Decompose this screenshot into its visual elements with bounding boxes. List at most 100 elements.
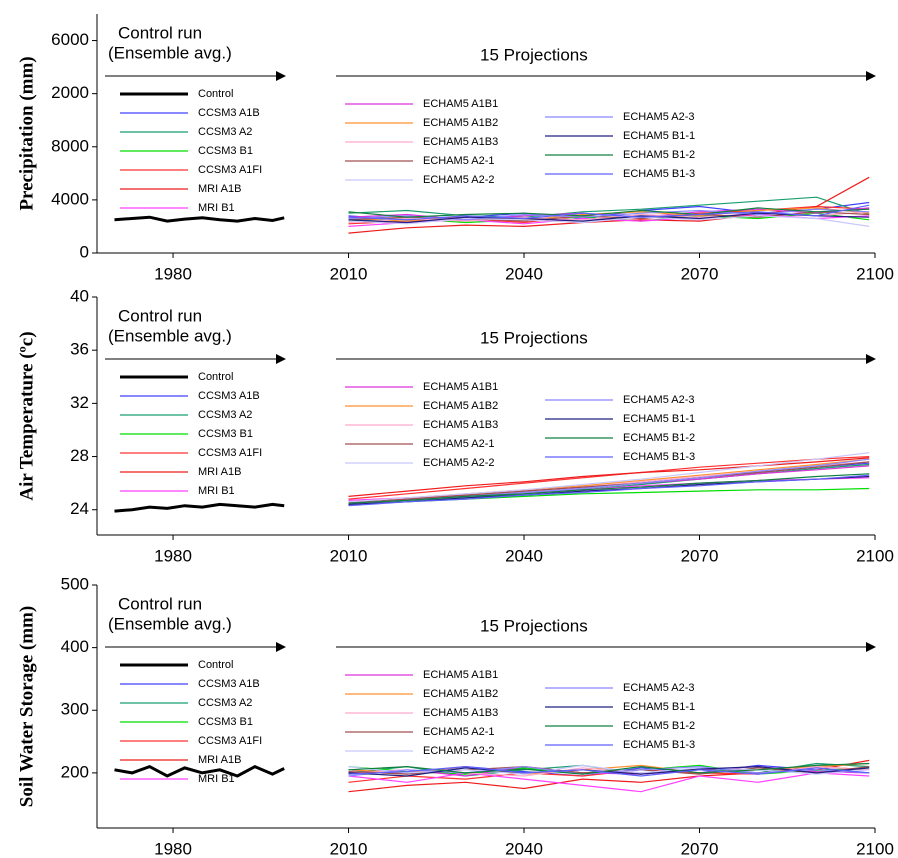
legend-label: ECHAM5 B1-2 [623,720,695,732]
legend-label: ECHAM5 A2-2 [423,457,495,469]
series-line [348,452,870,503]
legend-label: CCSM3 A1B [198,678,260,690]
x-tick-label: 2010 [330,264,368,283]
legend-label: ECHAM5 A2-3 [623,394,695,406]
series-line [114,215,285,223]
legend-label: ECHAM5 B1-2 [623,149,695,161]
annotation: (Ensemble avg.) [108,614,232,633]
legend-label: CCSM3 B1 [198,145,253,157]
annotation: (Ensemble avg.) [108,326,232,345]
legend-label: CCSM3 A1B [198,390,260,402]
series-line [348,765,870,777]
y-axis-label: Soil Water Storage (mm) [16,606,37,807]
legend-label: CCSM3 B1 [198,428,253,440]
legend-label: ECHAM5 B1-2 [623,432,695,444]
series-line [348,461,870,504]
legend-label: ECHAM5 A2-1 [423,726,495,738]
series-line [348,207,870,218]
y-axis-label: Precipitation (mm) [16,56,37,210]
series-line [348,772,870,793]
series-line [348,765,870,777]
legend-label: ECHAM5 A1B1 [423,669,498,681]
y-tick-label: 200 [61,762,89,781]
legend-label: ECHAM5 A2-3 [623,111,695,123]
annotation: Control run [118,306,202,325]
series-line [348,215,870,227]
legend-label: ECHAM5 B1-3 [623,168,695,180]
x-tick-label: 2010 [330,546,368,565]
legend-label: ECHAM5 B1-3 [623,739,695,751]
y-tick-label: 500 [61,574,89,593]
annotation: Control run [118,23,202,42]
x-tick-label: 1980 [154,546,192,565]
legend-label: Control [198,659,233,671]
series-line [348,204,870,221]
legend-label: MRI B1 [198,202,235,214]
x-tick-label: 1980 [154,839,192,858]
x-tick-label: 1980 [154,264,192,283]
series-line [348,474,870,507]
series-line [348,463,870,503]
legend-label: ECHAM5 A2-2 [423,745,495,757]
legend-label: ECHAM5 A2-2 [423,174,495,186]
legend-label: ECHAM5 A2-1 [423,438,495,450]
legend-label: CCSM3 A1FI [198,735,262,747]
x-tick-label: 2040 [505,839,543,858]
series-line [348,176,870,234]
legend-label: CCSM3 A2 [198,409,252,421]
y-tick-label: 28 [70,446,89,465]
legend-label: ECHAM5 A1B2 [423,117,498,129]
series-line [348,456,870,500]
legend-label: ECHAM5 A1B1 [423,381,498,393]
series-line [348,196,870,218]
x-tick-label: 2100 [856,264,894,283]
series-line [348,477,870,501]
legend-label: ECHAM5 A1B2 [423,400,498,412]
legend-label: CCSM3 A2 [198,126,252,138]
y-tick-label: 40 [70,286,89,305]
legend-label: ECHAM5 A1B3 [423,707,498,719]
legend-label: CCSM3 A1FI [198,164,262,176]
series-line [348,759,870,793]
series-line [348,212,870,224]
series-line [114,502,285,513]
series-line [348,212,870,224]
series-line [348,473,870,504]
y-tick-label: 300 [61,700,89,719]
legend-label: Control [198,88,233,100]
legend-label: ECHAM5 A1B1 [423,98,498,110]
y-tick-label: 24 [70,499,89,518]
x-tick-label: 2100 [856,546,894,565]
x-tick-label: 2070 [681,264,719,283]
annotation: Control run [118,594,202,613]
legend-label: ECHAM5 B1-1 [623,130,695,142]
y-tick-label: 32 [70,393,89,412]
y-axis-label: Air Temperature (ºc) [16,331,37,500]
legend-label: MRI B1 [198,485,235,497]
annotation: (Ensemble avg.) [108,43,232,62]
series-line [348,457,870,497]
x-tick-label: 2040 [505,546,543,565]
y-tick-label: 400 [61,637,89,656]
legend-label: ECHAM5 B1-1 [623,701,695,713]
legend-label: CCSM3 A1B [198,107,260,119]
x-tick-label: 2100 [856,839,894,858]
x-tick-label: 2040 [505,264,543,283]
x-tick-label: 2070 [681,839,719,858]
annotation: 15 Projections [480,616,588,635]
legend-label: ECHAM5 A1B3 [423,419,498,431]
y-tick-label: 0 [80,242,89,261]
legend-label: CCSM3 A2 [198,697,252,709]
legend-label: MRI B1 [198,773,235,785]
legend-label: ECHAM5 B1-3 [623,451,695,463]
legend-label: ECHAM5 A1B3 [423,136,498,148]
legend-label: ECHAM5 A1B2 [423,688,498,700]
y-tick-label: 2000 [51,83,89,102]
annotation: 15 Projections [480,45,588,64]
series-line [348,762,870,775]
legend-label: CCSM3 B1 [198,716,253,728]
legend-label: CCSM3 A1FI [198,447,262,459]
legend-label: MRI A1B [198,466,241,478]
